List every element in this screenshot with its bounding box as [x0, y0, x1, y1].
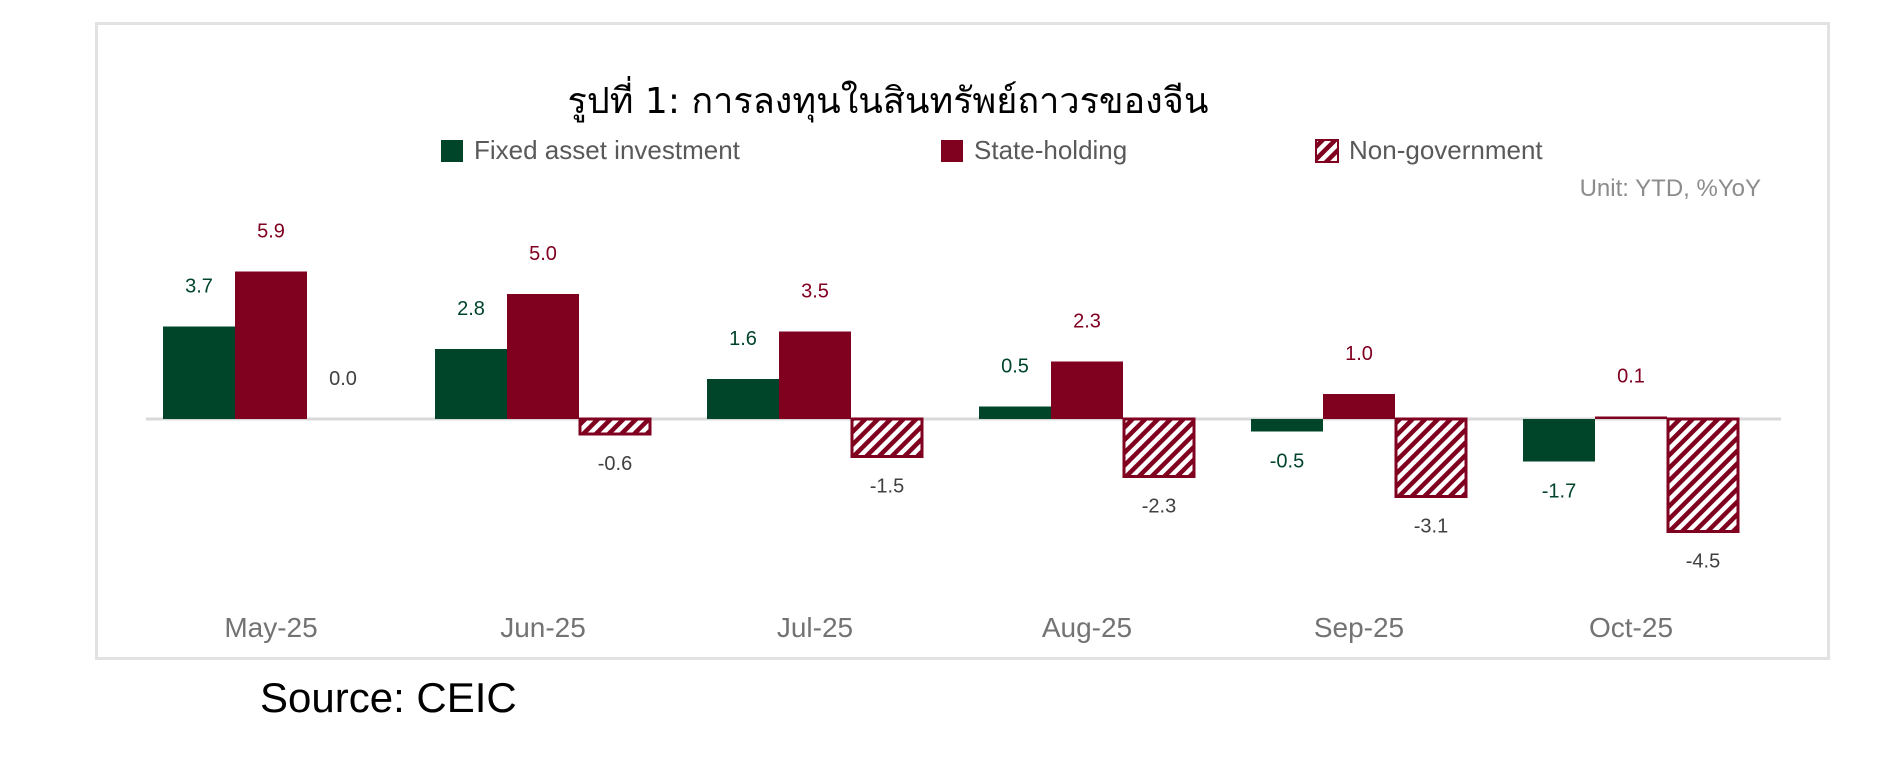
data-label-1-jul-25: 1.6 — [729, 328, 757, 350]
legend: Fixed asset investment State-holding Non-g… — [441, 135, 1543, 165]
category-label-may-25: May-25 — [224, 612, 317, 643]
data-label-1-aug-25: 0.5 — [1001, 356, 1029, 378]
bar-2-jul-25 — [779, 331, 851, 419]
source-note: Source: CEIC — [260, 674, 517, 721]
category-label-aug-25: Aug-25 — [1042, 612, 1132, 643]
bar-2-jun-25 — [507, 294, 579, 419]
bar-1-may-25 — [163, 326, 235, 419]
data-label-1-jun-25: 2.8 — [457, 298, 485, 320]
bar-1-sep-25 — [1251, 419, 1323, 432]
legend-swatch-2 — [941, 140, 963, 162]
chart-title: รูปที่ 1: การลงทุนในสินทรัพย์ถาวรของจีน — [568, 76, 1209, 123]
bar-chart: รูปที่ 1: การลงทุนในสินทรัพย์ถาวรของจีน … — [146, 76, 1781, 643]
data-label-3-jul-25: -1.5 — [870, 476, 904, 498]
bar-3-jun-25 — [578, 417, 652, 436]
bar-1-aug-25 — [979, 406, 1051, 419]
data-label-1-oct-25: -1.7 — [1542, 481, 1576, 503]
data-label-3-sep-25: -3.1 — [1414, 516, 1448, 538]
data-label-3-oct-25: -4.5 — [1686, 551, 1720, 573]
bar-3-jul-25 — [850, 417, 924, 458]
unit-note: Unit: YTD, %YoY — [1580, 175, 1761, 202]
bar-3-sep-25 — [1394, 417, 1468, 498]
bar-1-jul-25 — [707, 379, 779, 419]
data-label-2-oct-25: 0.1 — [1617, 366, 1645, 388]
bar-3-aug-25 — [1122, 417, 1196, 478]
category-label-sep-25: Sep-25 — [1314, 612, 1404, 643]
legend-swatch-1 — [441, 140, 463, 162]
data-label-2-may-25: 5.9 — [257, 221, 285, 243]
data-label-2-jun-25: 5.0 — [529, 243, 557, 265]
category-label-oct-25: Oct-25 — [1589, 612, 1673, 643]
legend-label-2: State-holding — [974, 135, 1127, 165]
data-labels-group: 3.7 5.9 0.0 2.8 5.0 -0.6 1.6 3.5 -1.5 0.5 2.3 -2.3 -… — [185, 221, 1720, 573]
data-label-1-sep-25: -0.5 — [1270, 451, 1304, 473]
data-label-2-aug-25: 2.3 — [1073, 311, 1101, 333]
bar-2-aug-25 — [1051, 361, 1123, 419]
category-labels-group: May-25 Jun-25 Jul-25 Aug-25 Sep-25 Oct-25 — [224, 612, 1673, 643]
bar-1-oct-25 — [1523, 419, 1595, 462]
data-label-3-may-25: 0.0 — [329, 368, 357, 390]
legend-label-1: Fixed asset investment — [474, 135, 741, 165]
bar-3-oct-25 — [1666, 417, 1740, 533]
legend-label-3: Non-government — [1349, 135, 1543, 165]
bar-2-may-25 — [235, 271, 307, 419]
bar-1-jun-25 — [435, 349, 507, 419]
category-label-jul-25: Jul-25 — [777, 612, 853, 643]
bars-group — [163, 271, 1740, 533]
chart-frame: รูปที่ 1: การลงทุนในสินทรัพย์ถาวรของจีน … — [95, 22, 1830, 660]
bar-2-sep-25 — [1323, 394, 1395, 419]
data-label-1-may-25: 3.7 — [185, 276, 213, 298]
legend-swatch-3 — [1315, 139, 1339, 163]
category-label-jun-25: Jun-25 — [500, 612, 586, 643]
data-label-3-jun-25: -0.6 — [598, 453, 632, 475]
data-label-2-sep-25: 1.0 — [1345, 343, 1373, 365]
bar-2-oct-25 — [1595, 416, 1667, 419]
data-label-3-aug-25: -2.3 — [1142, 496, 1176, 518]
data-label-2-jul-25: 3.5 — [801, 281, 829, 303]
